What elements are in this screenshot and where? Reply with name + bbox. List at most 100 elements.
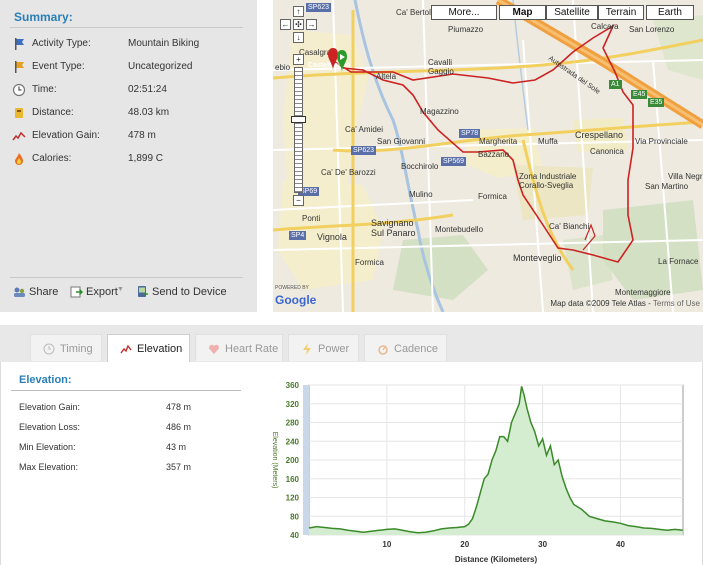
map-label: Bocchirolo xyxy=(401,162,439,171)
powered-by-label: POWERED BY xyxy=(275,285,309,291)
map-label: Canonica xyxy=(590,147,624,156)
elevation-stat-row: Elevation Gain: 478 m xyxy=(19,402,191,412)
map-type-satellite-button[interactable]: Satellite xyxy=(546,5,598,20)
share-button[interactable]: Share xyxy=(13,285,63,299)
clock-icon xyxy=(12,83,26,97)
share-label: Share xyxy=(29,286,59,298)
export-button[interactable]: Export ▼ xyxy=(70,285,128,299)
stat-label: Elevation Gain: xyxy=(19,402,81,412)
send-to-device-button[interactable]: Send to Device xyxy=(136,285,227,299)
map-label: Monteveglio xyxy=(513,253,562,263)
pan-up-button[interactable]: ↑ xyxy=(293,6,304,17)
activity-flag-icon xyxy=(15,38,24,50)
range-bar xyxy=(303,385,309,535)
y-tick-label: 320 xyxy=(286,400,300,409)
stat-label: Elevation Loss: xyxy=(19,422,81,432)
tab-timing[interactable]: Timing xyxy=(30,334,102,361)
summary-row-activity-type: Activity Type: Mountain Biking xyxy=(12,37,247,53)
summary-actions-divider xyxy=(10,277,243,278)
elevation-line xyxy=(308,386,683,534)
route-map[interactable]: Ca' Bertoli Piumazzo Calcara San Lorenzo… xyxy=(273,0,703,312)
road-shield: SP78 xyxy=(459,129,481,138)
elevation-icon xyxy=(120,344,132,354)
map-label: Ca' Amidei xyxy=(345,125,383,134)
summary-label: Calories: xyxy=(32,153,72,164)
map-type-terrain-button[interactable]: Terrain xyxy=(598,5,644,20)
pan-center-button[interactable]: ✣ xyxy=(293,19,304,30)
map-label: Castelfranco xyxy=(308,62,351,69)
pan-right-button[interactable]: → xyxy=(306,19,317,30)
zoom-slider-handle[interactable] xyxy=(291,116,306,123)
summary-label: Elevation Gain: xyxy=(32,130,100,141)
stat-label: Min Elevation: xyxy=(19,442,76,452)
map-label: Magazzino xyxy=(420,107,459,116)
summary-row-time: Time: 02:51:24 xyxy=(12,83,247,99)
summary-value: 02:51:24 xyxy=(128,84,167,95)
export-label: Export xyxy=(86,286,118,298)
pan-left-button[interactable]: ← xyxy=(280,19,291,30)
map-label: Ca' Bianchi xyxy=(549,222,590,231)
map-copyright: Map data ©2009 Tele Atlas - Terms of Use xyxy=(550,299,700,308)
google-label: Google xyxy=(275,293,317,307)
summary-value: Mountain Biking xyxy=(128,38,200,49)
start-marker-icon[interactable] xyxy=(328,48,350,74)
summary-value: 1,899 C xyxy=(128,153,164,164)
map-label: Gaggio xyxy=(428,67,454,76)
y-tick-label: 360 xyxy=(286,381,300,390)
power-icon xyxy=(303,343,311,355)
x-tick-label: 10 xyxy=(382,540,391,549)
elevation-title: Elevation: xyxy=(19,374,72,386)
send-to-device-label: Send to Device xyxy=(152,286,227,298)
map-label: Via Provinciale xyxy=(635,137,688,146)
elevation-stat-row: Min Elevation: 43 m xyxy=(19,442,186,452)
map-label: Margherita xyxy=(479,137,518,146)
road-shield: SP623 xyxy=(351,146,377,155)
map-label: Altela xyxy=(376,72,397,81)
x-tick-label: 40 xyxy=(616,540,625,549)
map-type-more-button[interactable]: More... xyxy=(431,5,497,20)
road-shield: SP569 xyxy=(441,157,467,166)
elevation-stat-row: Max Elevation: 357 m xyxy=(19,462,191,472)
tab-elevation[interactable]: Elevation xyxy=(107,334,190,364)
elevation-divider xyxy=(11,390,241,391)
map-type-earth-button[interactable]: Earth xyxy=(646,5,694,20)
elevation-icon xyxy=(12,131,26,141)
x-tick-label: 20 xyxy=(460,540,469,549)
map-type-map-button[interactable]: Map xyxy=(499,5,546,20)
y-axis-label: Elevation (Meters) xyxy=(271,432,278,489)
map-label: Calcara xyxy=(591,22,619,31)
stat-value: 357 m xyxy=(166,462,192,472)
zoom-out-button[interactable]: − xyxy=(293,195,304,206)
summary-label: Activity Type: xyxy=(32,38,91,49)
heart-icon xyxy=(209,344,219,354)
map-label: ebio xyxy=(275,63,291,72)
zoom-in-button[interactable]: + xyxy=(293,54,304,65)
elevation-chart[interactable]: 40 80 120 160 200 240 280 320 360 10 20 30 40 Distanc… xyxy=(263,372,693,565)
tab-cadence[interactable]: Cadence xyxy=(364,334,447,361)
tab-label: Heart Rate xyxy=(225,343,279,355)
summary-label: Event Type: xyxy=(32,61,85,72)
event-flag-icon xyxy=(15,61,24,73)
tab-label: Elevation xyxy=(137,343,183,355)
map-label: Montebudello xyxy=(435,225,484,234)
map-label: Savignano xyxy=(371,218,414,228)
elevation-stat-row: Elevation Loss: 486 m xyxy=(19,422,191,432)
map-label: La Fornace xyxy=(658,257,699,266)
tab-heart-rate[interactable]: Heart Rate xyxy=(195,334,283,361)
zoom-slider-track[interactable] xyxy=(294,67,303,193)
terms-of-use-link[interactable]: Terms of Use xyxy=(652,299,700,308)
stat-value: 486 m xyxy=(166,422,192,432)
summary-row-elevation-gain: Elevation Gain: 478 m xyxy=(12,129,247,145)
chevron-down-icon: ▼ xyxy=(117,286,124,293)
share-icon xyxy=(14,287,25,297)
pan-down-button[interactable]: ↓ xyxy=(293,32,304,43)
elevation-area xyxy=(309,386,683,535)
distance-icon xyxy=(15,108,23,118)
detail-tabs: Timing Elevation Heart Rate Power Cadenc… xyxy=(0,325,703,364)
road-shield: E35 xyxy=(648,98,665,107)
tab-power[interactable]: Power xyxy=(288,334,359,361)
map-label: Vignola xyxy=(317,232,347,242)
y-tick-label: 200 xyxy=(286,456,300,465)
map-label: Muffa xyxy=(538,137,558,146)
map-label: Mulino xyxy=(409,190,433,199)
